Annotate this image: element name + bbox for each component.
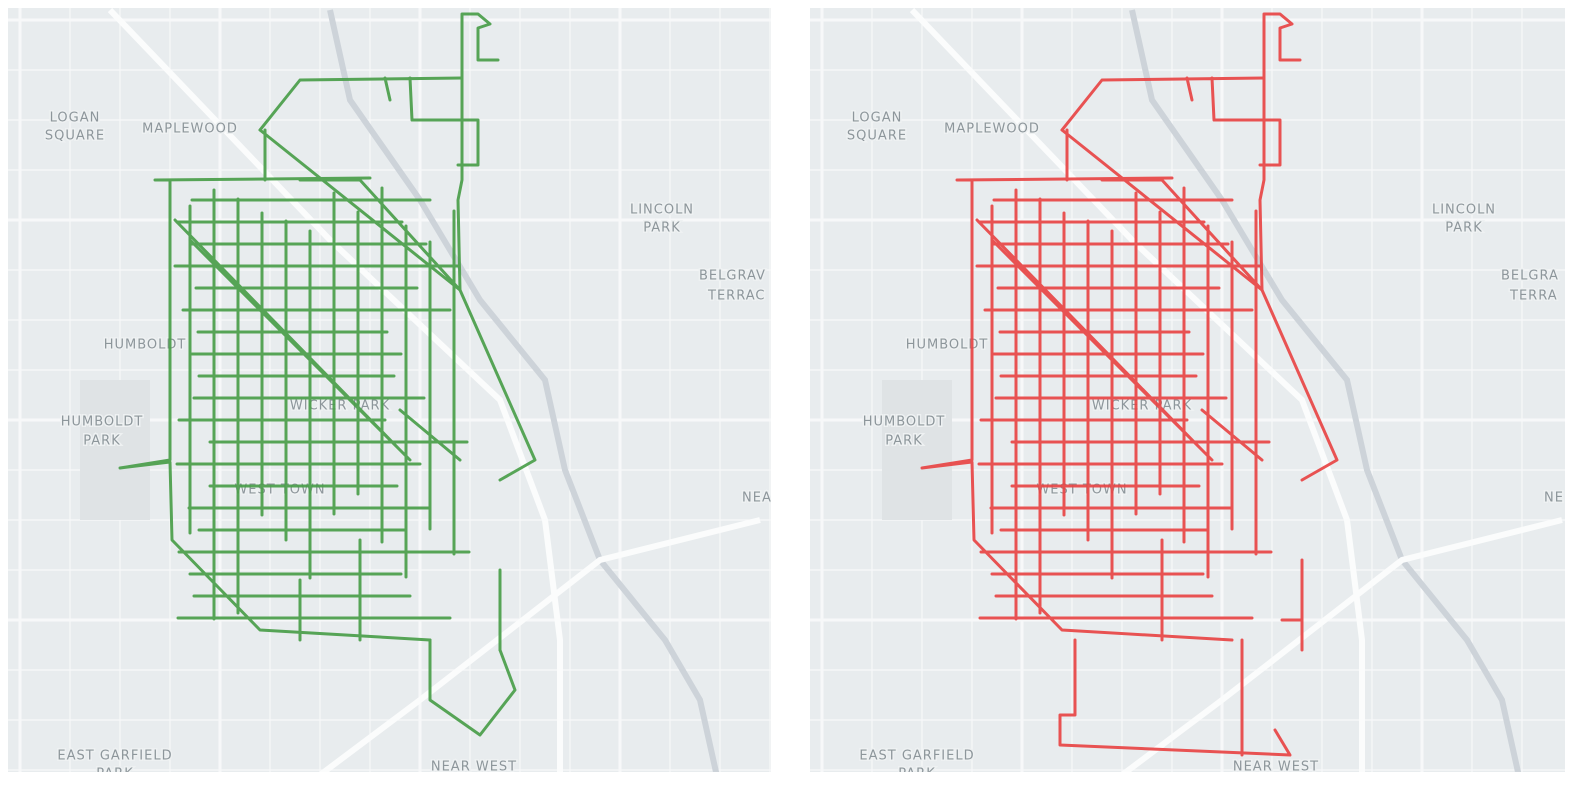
park [80,380,150,520]
map-label: MAPLEWOOD [142,122,238,137]
map-label: MAPLEWOOD [944,122,1040,137]
map-label: PARK [643,221,680,236]
map-label: WICKER PARK [1092,399,1192,414]
route [920,176,1234,642]
route [358,538,502,652]
map-label: PARK [898,767,935,782]
basemap: LOGAN SQUARE MAPLEWOOD LINCOLN PARK BELGRAV TE… [8,8,772,782]
map-label: NEAR WEST [1233,760,1319,775]
map-label: WICKER PARK [290,399,390,414]
map-label: NEA [742,491,772,506]
map-label: NEAR WEST [431,760,517,775]
map-label: TERRAC [707,289,765,304]
map-content: LOGAN SQUARE MAPLEWOOD LINCOLN PARK BELGRAV TE… [8,8,772,782]
map-label: LOGAN [852,111,903,126]
route [1060,128,1264,292]
routes [920,12,1339,757]
map-label: EAST GARFIELD [859,749,974,764]
map-label: PARK [1445,221,1482,236]
map-label: SQUARE [847,129,907,144]
routes [118,12,537,737]
route [298,578,517,737]
map-label: SQUARE [45,129,105,144]
map-panel: LOGAN SQUARE MAPLEWOOD LINCOLN PARK BELGRAV TE… [8,8,772,782]
river [1129,9,1522,772]
park [882,380,952,520]
map-label: TERRA [1509,289,1558,304]
map-label: LINCOLN [1432,203,1496,218]
basemap: LOGAN SQUARE MAPLEWOOD LINCOLN PARK BELGRA TER… [810,8,1565,782]
map-label: PARK [83,434,120,449]
map-label: HUMBOLDT [906,338,989,353]
route [1258,12,1339,482]
river [327,9,720,772]
map-label: PARK [96,767,133,782]
expressway [107,8,761,772]
map-label: NE [1544,491,1564,506]
expressway [909,8,1563,772]
map-label: HUMBOLDT [61,415,144,430]
map-label: HUMBOLDT [863,415,946,430]
map-label: PARK [885,434,922,449]
route [258,128,462,292]
map-label: LOGAN [50,111,101,126]
route [1058,558,1304,757]
route [258,76,480,167]
map-label: BELGRAV [699,269,766,284]
route [456,12,537,482]
map-panel: LOGAN SQUARE MAPLEWOOD LINCOLN PARK BELGRA TER… [810,8,1565,782]
map-label: BELGRA [1501,269,1559,284]
map-label: HUMBOLDT [104,338,187,353]
route [1060,76,1282,167]
route [118,176,432,642]
map-content: LOGAN SQUARE MAPLEWOOD LINCOLN PARK BELGRA TER… [810,8,1565,782]
map-label: LINCOLN [630,203,694,218]
map-label: EAST GARFIELD [57,749,172,764]
